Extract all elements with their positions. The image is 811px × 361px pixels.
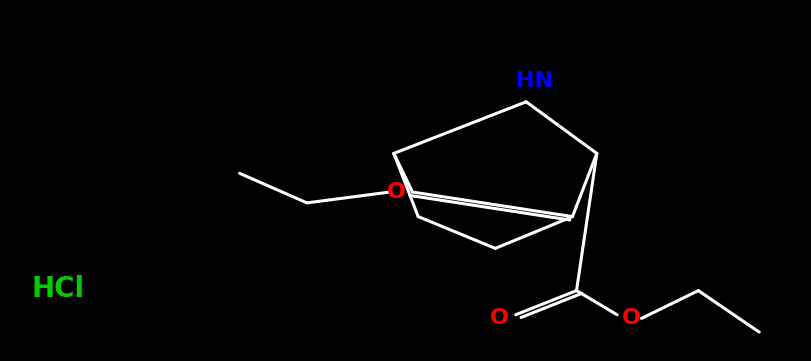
Text: HCl: HCl — [32, 275, 85, 303]
Text: HN: HN — [515, 71, 552, 91]
Text: O: O — [386, 182, 406, 202]
Text: O: O — [489, 308, 508, 329]
Text: O: O — [621, 308, 641, 329]
